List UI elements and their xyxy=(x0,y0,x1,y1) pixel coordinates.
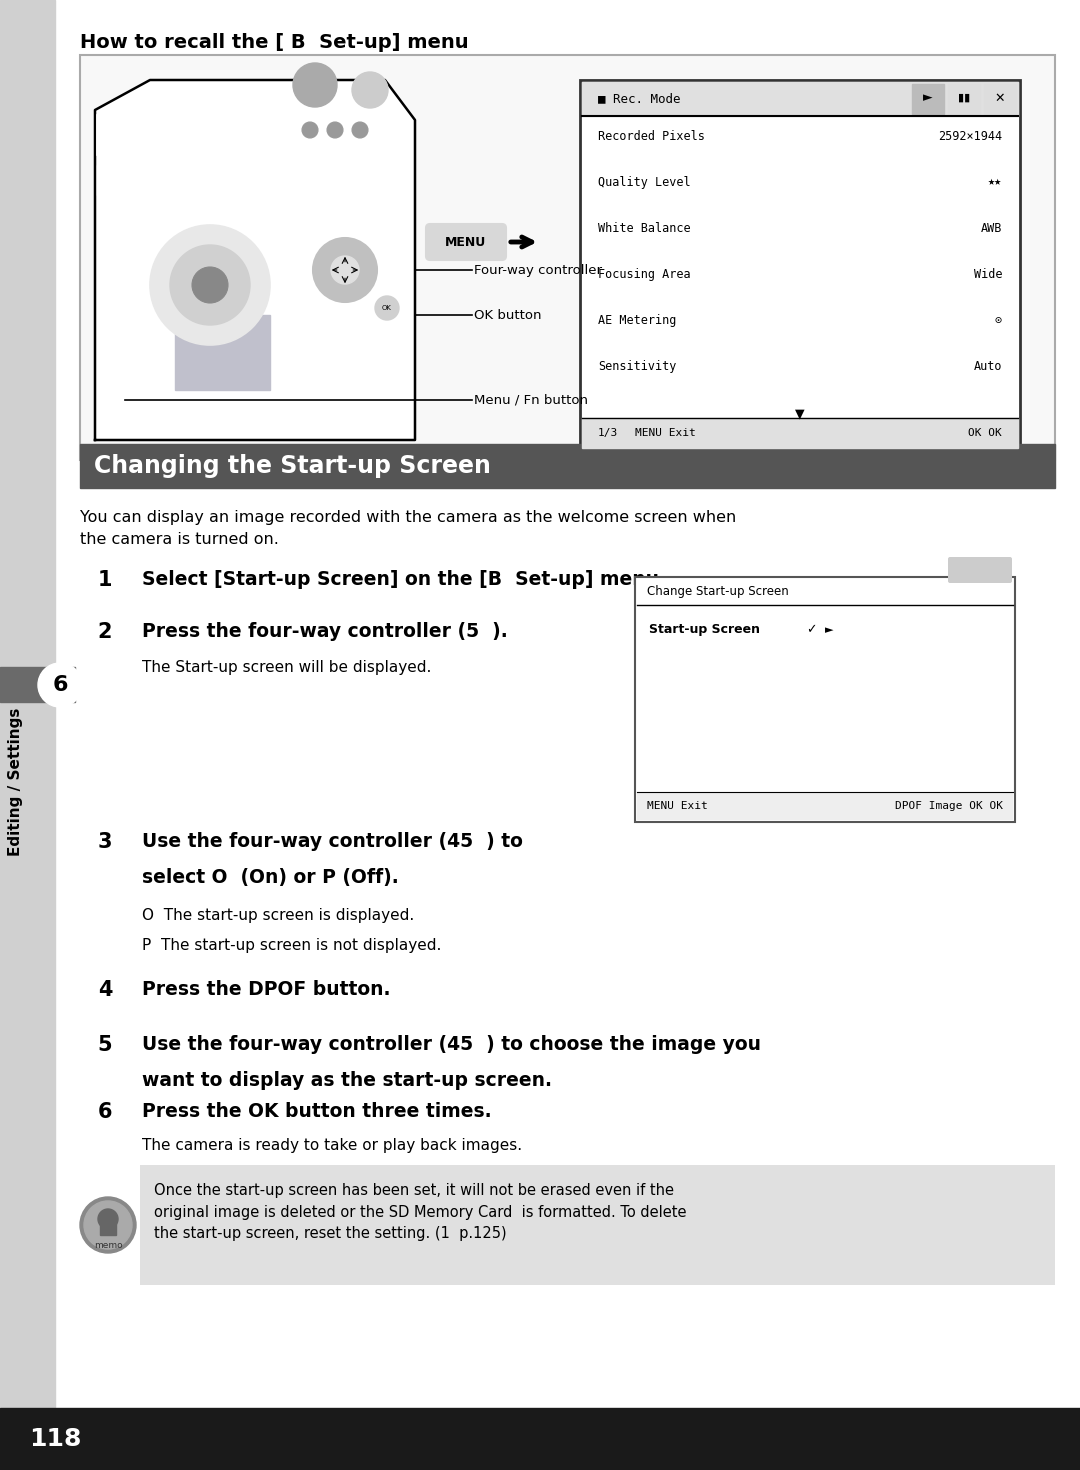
Bar xyxy=(0,0,55,1408)
Circle shape xyxy=(80,1197,136,1252)
Bar xyxy=(745,684,875,784)
Circle shape xyxy=(84,1201,132,1250)
Bar xyxy=(0,1408,1080,1470)
Text: Use the four-way controller (45  ) to: Use the four-way controller (45 ) to xyxy=(141,832,523,851)
Text: ✓: ✓ xyxy=(806,623,816,637)
Circle shape xyxy=(293,63,337,107)
Circle shape xyxy=(352,72,388,107)
Text: Recorded Pixels: Recorded Pixels xyxy=(598,129,705,143)
Text: OK button: OK button xyxy=(474,309,541,322)
Text: 6: 6 xyxy=(98,1102,112,1122)
Bar xyxy=(80,444,1055,488)
Text: Focusing Area: Focusing Area xyxy=(598,268,690,281)
Text: Press the OK button three times.: Press the OK button three times. xyxy=(141,1102,491,1122)
Text: Change Start-up Screen: Change Start-up Screen xyxy=(647,585,788,597)
Text: ▼: ▼ xyxy=(795,407,805,420)
Circle shape xyxy=(313,238,377,301)
Text: O  The start-up screen is displayed.: O The start-up screen is displayed. xyxy=(141,908,415,923)
FancyBboxPatch shape xyxy=(426,223,507,260)
Text: Menu / Fn button: Menu / Fn button xyxy=(474,394,588,407)
Polygon shape xyxy=(95,79,415,440)
Text: MENU: MENU xyxy=(445,235,487,248)
Text: Four-way controller: Four-way controller xyxy=(474,263,602,276)
Text: Once the start-up screen has been set, it will not be erased even if the
origina: Once the start-up screen has been set, i… xyxy=(154,1183,687,1241)
Text: P  The start-up screen is not displayed.: P The start-up screen is not displayed. xyxy=(141,938,442,953)
Text: Start-up Screen: Start-up Screen xyxy=(649,622,760,635)
Text: Press the four-way controller (5  ).: Press the four-way controller (5 ). xyxy=(141,622,508,641)
Bar xyxy=(635,578,1015,822)
Text: OK: OK xyxy=(382,304,392,312)
Circle shape xyxy=(98,1208,118,1229)
Circle shape xyxy=(192,268,228,303)
Bar xyxy=(0,667,75,703)
Text: AE Metering: AE Metering xyxy=(598,313,676,326)
Text: Wide: Wide xyxy=(973,268,1002,281)
Text: ⊙: ⊙ xyxy=(995,313,1002,326)
Bar xyxy=(140,1166,1055,1285)
Text: 2: 2 xyxy=(98,622,112,642)
Bar xyxy=(175,315,270,390)
Bar xyxy=(637,792,1013,820)
Text: Quality Level: Quality Level xyxy=(598,175,690,188)
Circle shape xyxy=(170,245,249,325)
Text: Use the four-way controller (45  ) to choose the image you: Use the four-way controller (45 ) to cho… xyxy=(141,1035,761,1054)
Text: 118: 118 xyxy=(29,1427,81,1451)
Circle shape xyxy=(375,295,399,320)
FancyBboxPatch shape xyxy=(948,557,1012,584)
Bar xyxy=(800,619,822,641)
Bar xyxy=(80,54,1055,460)
Text: 5: 5 xyxy=(97,1035,112,1055)
Bar xyxy=(912,84,944,115)
Text: ▮▮: ▮▮ xyxy=(958,93,970,103)
Text: White Balance: White Balance xyxy=(598,222,690,235)
Circle shape xyxy=(150,225,270,345)
Text: ►: ► xyxy=(923,91,933,104)
Text: AWB: AWB xyxy=(981,222,1002,235)
Bar xyxy=(984,84,1016,115)
Text: ✕: ✕ xyxy=(995,91,1005,104)
Bar xyxy=(582,417,1018,448)
Text: memo: memo xyxy=(94,1241,122,1250)
Text: MENU Exit: MENU Exit xyxy=(635,428,696,438)
Circle shape xyxy=(135,210,285,360)
Text: MENU Exit: MENU Exit xyxy=(647,801,707,811)
Text: Changing the Start-up Screen: Changing the Start-up Screen xyxy=(94,454,491,478)
Bar xyxy=(948,84,980,115)
Circle shape xyxy=(302,122,318,138)
Text: Sensitivity: Sensitivity xyxy=(598,360,676,372)
Circle shape xyxy=(330,256,359,284)
Bar xyxy=(580,79,1020,450)
Text: The camera is ready to take or play back images.: The camera is ready to take or play back… xyxy=(141,1138,522,1152)
Circle shape xyxy=(327,122,343,138)
Text: Press the DPOF button.: Press the DPOF button. xyxy=(141,980,391,1000)
Text: 6: 6 xyxy=(52,675,68,695)
Circle shape xyxy=(352,122,368,138)
Text: 1: 1 xyxy=(98,570,112,589)
Text: 1/3: 1/3 xyxy=(598,428,618,438)
Bar xyxy=(97,115,152,154)
Text: ★★: ★★ xyxy=(988,175,1002,188)
Bar xyxy=(97,165,162,196)
Text: Select [Start-up Screen] on the [B  Set-up] menu.: Select [Start-up Screen] on the [B Set-u… xyxy=(141,570,666,589)
Text: ►: ► xyxy=(825,625,834,635)
Bar xyxy=(100,1223,116,1235)
Text: Editing / Settings: Editing / Settings xyxy=(9,709,24,856)
Text: 2592×1944: 2592×1944 xyxy=(937,129,1002,143)
Text: You can display an image recorded with the camera as the welcome screen when
the: You can display an image recorded with t… xyxy=(80,510,737,547)
Text: ■ Rec. Mode: ■ Rec. Mode xyxy=(598,93,680,106)
Text: Auto: Auto xyxy=(973,360,1002,372)
Text: 3: 3 xyxy=(98,832,112,853)
Text: 4: 4 xyxy=(98,980,112,1000)
Circle shape xyxy=(38,663,82,707)
Text: The Start-up screen will be displayed.: The Start-up screen will be displayed. xyxy=(141,660,431,675)
Bar xyxy=(582,82,1018,116)
Text: OK OK: OK OK xyxy=(969,428,1002,438)
Text: How to recall the [ B  Set-up] menu: How to recall the [ B Set-up] menu xyxy=(80,32,469,51)
Text: DPOF Image OK OK: DPOF Image OK OK xyxy=(895,801,1003,811)
Text: want to display as the start-up screen.: want to display as the start-up screen. xyxy=(141,1072,552,1089)
Text: select O  (On) or P (Off).: select O (On) or P (Off). xyxy=(141,867,399,886)
